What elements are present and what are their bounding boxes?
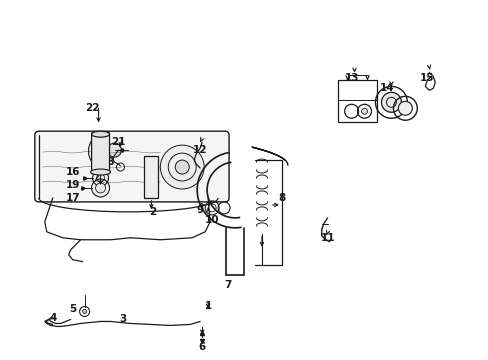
Circle shape xyxy=(175,160,189,174)
Text: 21: 21 xyxy=(111,137,125,147)
Circle shape xyxy=(381,92,401,112)
Circle shape xyxy=(82,310,86,314)
Text: 2: 2 xyxy=(148,207,156,217)
Circle shape xyxy=(398,101,411,115)
Text: 20: 20 xyxy=(91,167,105,177)
Text: 16: 16 xyxy=(65,167,80,177)
Text: 10: 10 xyxy=(204,215,219,225)
Text: 11: 11 xyxy=(320,233,334,243)
Text: 18: 18 xyxy=(101,157,116,167)
Circle shape xyxy=(95,183,105,193)
Circle shape xyxy=(107,143,121,157)
Text: 5: 5 xyxy=(69,305,76,315)
Text: 22: 22 xyxy=(85,103,100,113)
Circle shape xyxy=(160,145,203,189)
FancyBboxPatch shape xyxy=(35,131,228,202)
Text: 14: 14 xyxy=(379,84,394,93)
FancyBboxPatch shape xyxy=(91,132,109,174)
Text: 8: 8 xyxy=(278,193,285,203)
Text: 4: 4 xyxy=(49,314,56,324)
Text: 12: 12 xyxy=(193,145,207,155)
Ellipse shape xyxy=(91,131,109,137)
Circle shape xyxy=(361,108,367,114)
Text: 7: 7 xyxy=(224,280,231,289)
Text: 3: 3 xyxy=(119,314,126,324)
Text: 15: 15 xyxy=(419,73,434,84)
Text: 19: 19 xyxy=(65,180,80,190)
Text: 6: 6 xyxy=(198,342,205,352)
Bar xyxy=(144,156,158,198)
Text: 13: 13 xyxy=(344,73,358,84)
Text: 1: 1 xyxy=(204,301,211,311)
Text: 17: 17 xyxy=(65,193,80,203)
Text: 9: 9 xyxy=(196,205,203,215)
Bar xyxy=(337,80,377,122)
Ellipse shape xyxy=(90,169,110,175)
